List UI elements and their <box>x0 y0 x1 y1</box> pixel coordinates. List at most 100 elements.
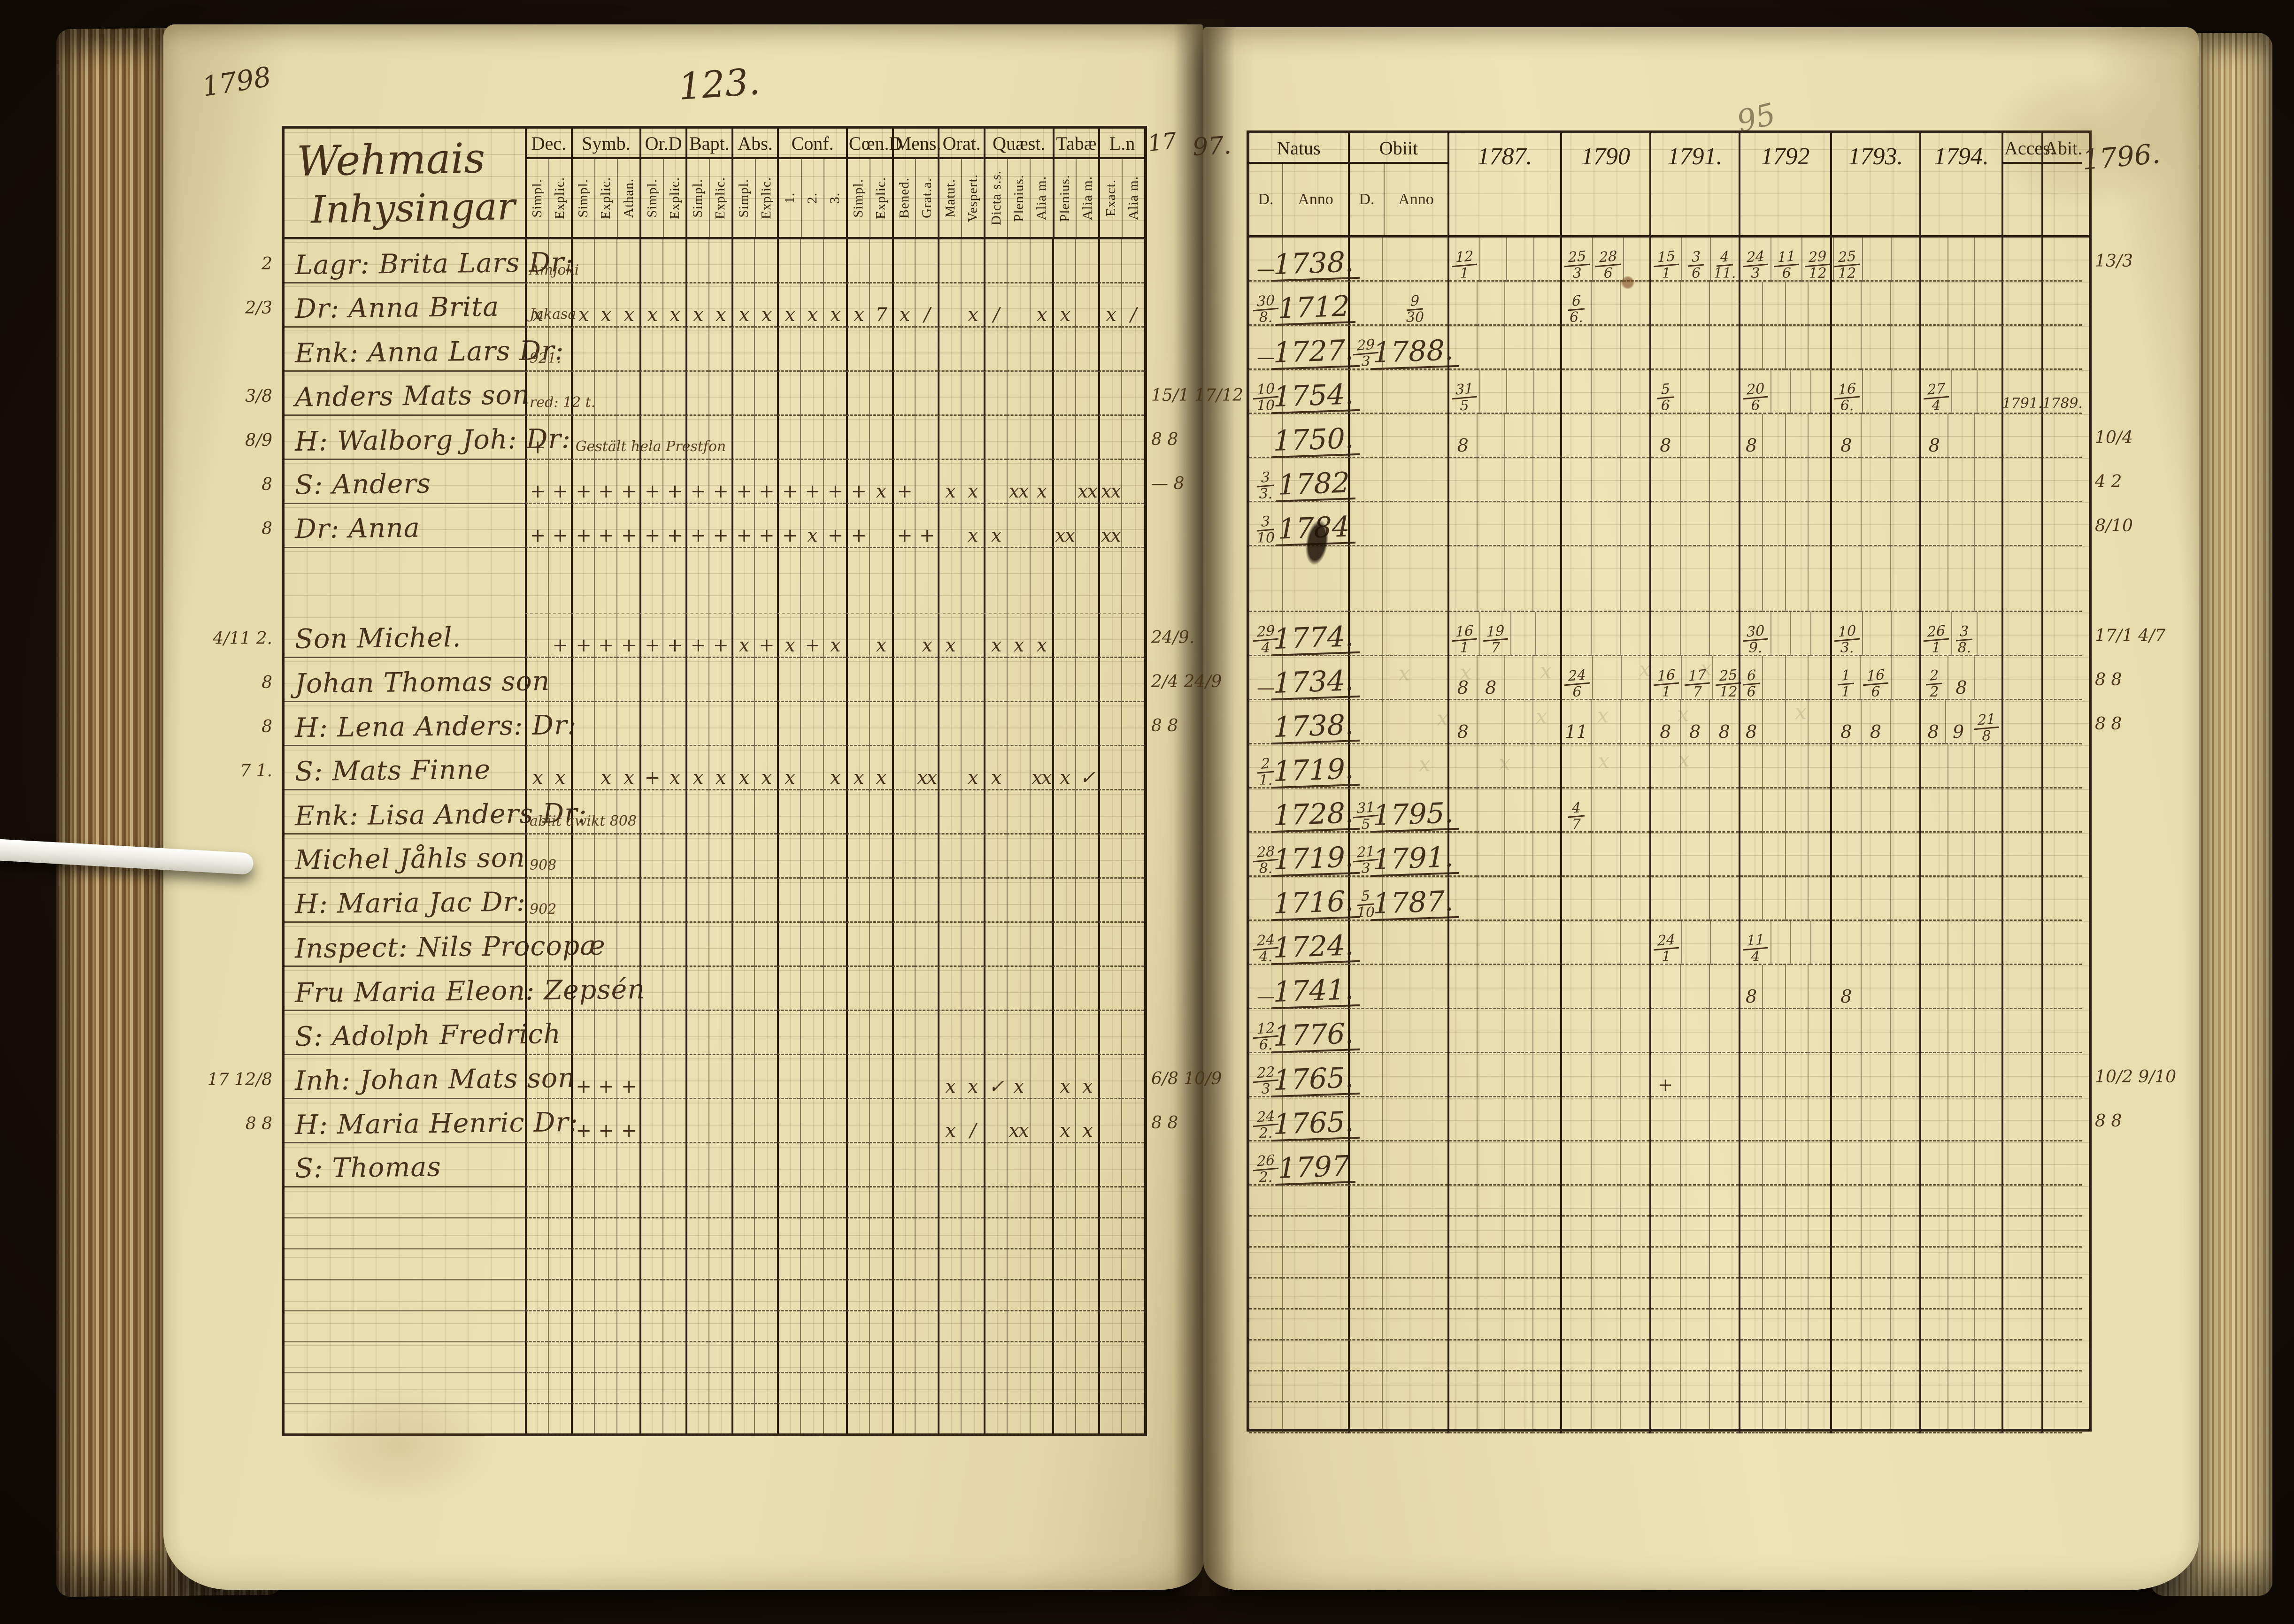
year-cells-1794 <box>1919 458 2002 502</box>
grid-cell <box>1121 239 1144 283</box>
year-cells-1792 <box>1739 1402 1830 1433</box>
grid-cell <box>938 1187 961 1218</box>
attendance-mark: x <box>647 304 658 326</box>
year-subcell <box>1504 1009 1532 1053</box>
attendance-mark: x <box>830 635 841 656</box>
year-subcell <box>1709 1097 1739 1141</box>
grid-cell: x <box>800 283 823 328</box>
grid-cell: x <box>1029 283 1053 328</box>
grid-cell <box>1029 702 1053 746</box>
grid-cell <box>800 1404 823 1435</box>
year-subcell <box>1504 458 1532 502</box>
grid-cell <box>525 1404 548 1435</box>
year-subcell <box>1762 1248 1785 1279</box>
year-cells-1791 <box>1649 1217 1739 1248</box>
name-cell: Dr: Anna Brita <box>285 283 525 328</box>
attendance-mark: + <box>827 481 843 502</box>
abit-cell <box>2041 744 2082 789</box>
grid-cell <box>869 1280 892 1311</box>
date-entry: 4 11. <box>1714 248 1736 280</box>
grid-cell <box>1006 835 1030 879</box>
natus-anno-cell <box>1282 1341 1348 1371</box>
attendance-mark: / <box>924 304 931 326</box>
year-subcell <box>1832 877 1861 921</box>
year-subcell <box>1562 1097 1591 1141</box>
year-cells-1792 <box>1739 877 1830 921</box>
grid-cell <box>1052 967 1076 1011</box>
grid-cell <box>754 1342 777 1373</box>
year-subcell <box>1762 546 1785 612</box>
grid-cell <box>983 1373 1007 1404</box>
year-subcell <box>1921 789 1948 833</box>
grid-cell <box>547 658 571 702</box>
grid-cell <box>593 548 617 614</box>
grid-cell: x <box>1075 1055 1099 1099</box>
year-subcell <box>1532 546 1560 612</box>
date-month: 7 <box>1491 639 1500 656</box>
year-subcell <box>1740 789 1763 833</box>
natus-anno-cell <box>1282 546 1348 612</box>
register-row: Michel Jåhls son 908 <box>285 835 1144 879</box>
year-subcell <box>1449 877 1477 921</box>
grid-cell <box>1098 328 1121 372</box>
grid-cell <box>869 879 892 923</box>
grid-cell <box>547 1055 571 1099</box>
record-row: —1727. 29 3 1788. <box>1249 326 2089 370</box>
year-subcell <box>1476 965 1504 1009</box>
grid-cell <box>1052 548 1076 614</box>
date-month: 7 <box>1693 683 1702 700</box>
grid-cell <box>662 967 685 1011</box>
row-note: 908 <box>530 857 557 873</box>
year-subcell <box>1974 1402 2002 1433</box>
year-subcell <box>1562 1279 1591 1310</box>
year-subcell <box>1476 921 1504 965</box>
date-day: 9 <box>1407 292 1424 311</box>
year-cells-1794 <box>1919 1371 2002 1402</box>
year-subcell <box>1947 546 1975 612</box>
year-subcell <box>1921 1341 1948 1371</box>
grid-cell <box>525 967 548 1011</box>
year-cells-1794 <box>1919 502 2002 546</box>
grid-cell: x <box>1052 746 1076 790</box>
grid-cell: x <box>685 746 708 790</box>
date-day: 11 <box>1774 248 1800 267</box>
year-subcell <box>1762 414 1785 458</box>
year-cells-1793 <box>1830 502 1920 546</box>
entry-mark: 9 <box>1953 721 1964 742</box>
grid-cell <box>570 790 594 835</box>
year-cells-1790 <box>1560 414 1650 458</box>
grid-cell <box>639 1055 663 1099</box>
year-subcell <box>1807 414 1830 458</box>
row-margin-note: 2 <box>262 254 272 274</box>
date-entry: 10 10 <box>1253 380 1279 413</box>
grid-cell: x <box>983 614 1007 658</box>
year-subcell <box>1807 965 1830 1009</box>
grid-cell <box>570 746 594 790</box>
grid-cell <box>1098 967 1121 1011</box>
grid-cell <box>1098 416 1121 460</box>
grid-cell <box>892 1218 915 1249</box>
year-subcells <box>1921 326 2002 370</box>
grid-cell <box>869 967 892 1011</box>
grid-cell <box>869 239 892 283</box>
grid-cell <box>639 967 663 1011</box>
acces-cell <box>2001 1053 2041 1097</box>
grid-cell <box>1006 967 1030 1011</box>
grid-cell: + <box>593 1055 617 1099</box>
grid-cell: + <box>685 614 708 658</box>
attendance-mark: x <box>670 767 680 789</box>
year-cells-1793 <box>1830 282 1920 326</box>
attendance-mark: + <box>690 525 706 546</box>
year-cells-1794 <box>1919 1402 2002 1433</box>
acces-cell <box>2001 1371 2041 1402</box>
year-subcell <box>1807 1053 1830 1097</box>
grid-cell <box>777 1311 801 1342</box>
year-subcell <box>1709 326 1739 370</box>
year-subcell <box>1762 965 1785 1009</box>
year-subcell <box>1590 1371 1620 1402</box>
year-subcell <box>1651 1186 1680 1217</box>
row-note: Gestält hela Prestfon <box>575 438 726 455</box>
year-subcell <box>1740 833 1763 877</box>
year-subcell: 8 <box>1709 700 1739 744</box>
year-subcell <box>1504 1402 1532 1433</box>
